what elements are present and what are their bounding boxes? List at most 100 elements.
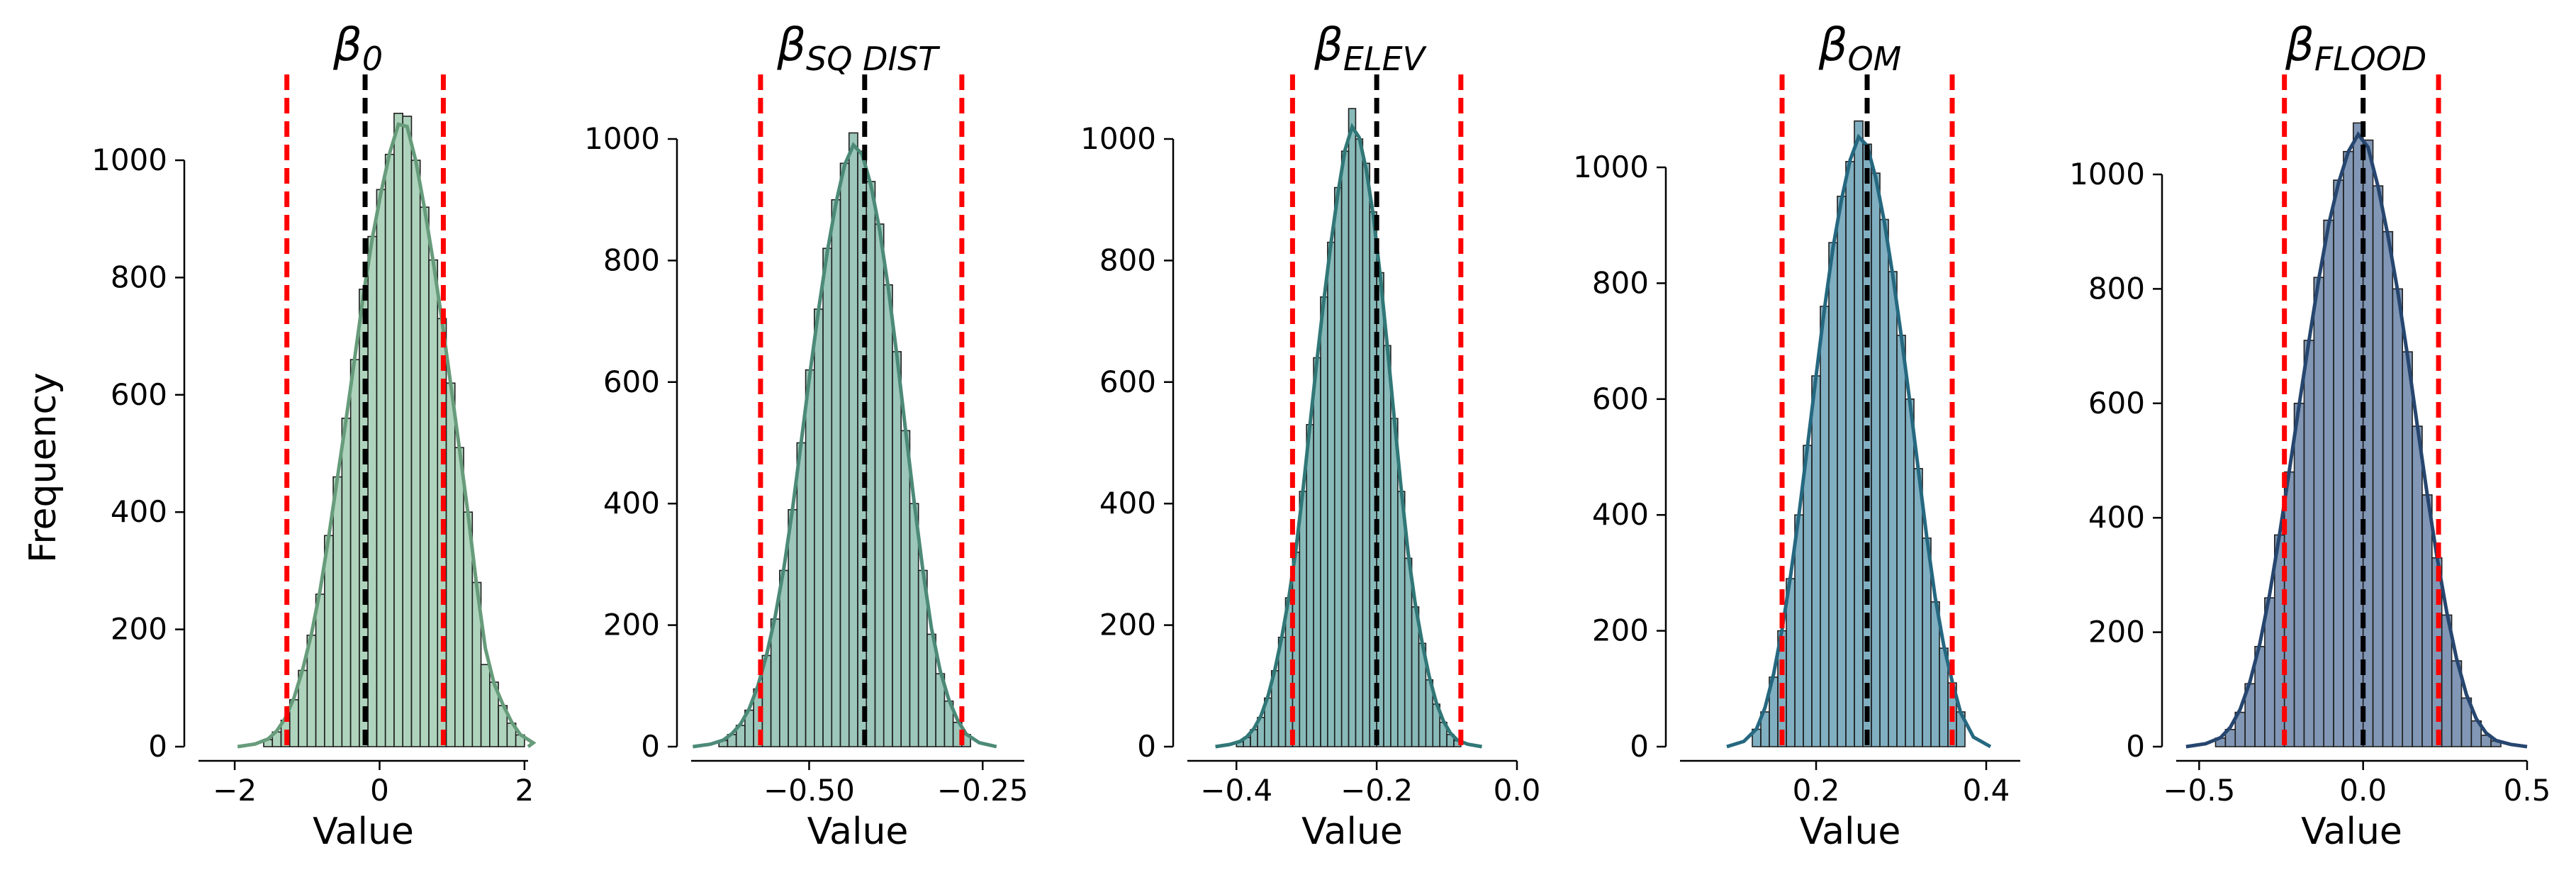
title-subscript: SQ DIST bbox=[806, 40, 941, 78]
histogram-bar bbox=[1299, 491, 1307, 747]
kde-curve bbox=[1726, 133, 1992, 749]
title-symbol: β bbox=[1314, 19, 1343, 72]
y-tick-label: 1000 bbox=[1080, 121, 1156, 156]
x-tick-label: 0.5 bbox=[2504, 773, 2551, 808]
y-tick-label: 0 bbox=[148, 729, 167, 764]
title-subscript: ELEV bbox=[1343, 40, 1428, 78]
chart-title: βOM bbox=[1818, 19, 1902, 78]
y-tick-label: 200 bbox=[603, 608, 660, 642]
kde-curve bbox=[1215, 123, 1482, 749]
y-tick-label: 400 bbox=[2088, 500, 2145, 535]
histogram-bar bbox=[1404, 557, 1413, 747]
histogram-bar bbox=[2372, 185, 2384, 747]
histogram-bar bbox=[2402, 351, 2413, 747]
title-symbol: β bbox=[332, 19, 362, 72]
y-tick-label: 400 bbox=[1592, 497, 1649, 532]
y-tick-label: 0 bbox=[1630, 729, 1649, 764]
histogram-bar bbox=[1871, 172, 1881, 747]
histogram-bar bbox=[1803, 445, 1813, 747]
histogram-bar bbox=[839, 162, 850, 747]
y-axis-label: Frequency bbox=[22, 372, 65, 563]
histogram-bar bbox=[315, 593, 325, 747]
y-tick-label: 0 bbox=[641, 729, 660, 764]
y-tick-label: 800 bbox=[1099, 243, 1156, 277]
y-tick-label: 400 bbox=[1099, 486, 1156, 520]
x-axis-label: Value bbox=[1301, 810, 1403, 853]
histogram-bar bbox=[341, 418, 352, 747]
y-tick-label: 600 bbox=[603, 364, 660, 399]
histogram-bar bbox=[779, 569, 789, 747]
histogram-bar bbox=[788, 508, 798, 747]
histogram-bar bbox=[2313, 277, 2324, 747]
histogram-bar bbox=[445, 382, 456, 747]
histogram-bar bbox=[866, 181, 876, 747]
title-symbol: β bbox=[2285, 19, 2314, 72]
y-tick-label: 800 bbox=[2088, 271, 2145, 306]
histogram-bar bbox=[1896, 335, 1906, 747]
title-symbol: β bbox=[776, 19, 806, 72]
chart-title: βELEV bbox=[1314, 19, 1428, 78]
panel-2: 0 200 400 600 800 1000 −0.50 −0.25 Value βSQ DIST bbox=[584, 19, 1029, 853]
histogram-bar bbox=[814, 308, 824, 747]
histogram-bar bbox=[1905, 398, 1915, 747]
histogram-bar bbox=[454, 447, 464, 747]
histogram-bar bbox=[1397, 491, 1406, 747]
histogram-bar bbox=[1862, 143, 1872, 747]
x-axis-label: Value bbox=[1800, 810, 1901, 853]
histogram-bar bbox=[1811, 375, 1821, 747]
histogram-bar bbox=[1828, 242, 1838, 747]
chart-title: βSQ DIST bbox=[776, 19, 941, 78]
histogram-bar bbox=[1333, 186, 1343, 747]
histogram-bar bbox=[1306, 423, 1314, 747]
histogram-bar bbox=[883, 284, 893, 747]
histogram-bar bbox=[2293, 402, 2305, 747]
histogram-bar bbox=[1794, 514, 1804, 747]
title-subscript: 0 bbox=[362, 40, 383, 78]
histogram-bar bbox=[349, 359, 360, 747]
histogram-bar bbox=[874, 223, 885, 747]
histogram-bar bbox=[1888, 271, 1898, 747]
histogram-bar bbox=[367, 235, 378, 747]
histogram-bar bbox=[822, 247, 833, 747]
x-tick-label: 2 bbox=[515, 773, 534, 808]
y-tick-label: 600 bbox=[111, 377, 167, 412]
y-tick-label: 200 bbox=[111, 612, 167, 647]
histogram-bar bbox=[831, 199, 841, 747]
y-tick-label: 400 bbox=[111, 494, 167, 529]
histogram-bar bbox=[402, 116, 413, 747]
kde-curve bbox=[693, 142, 997, 749]
histogram-bar bbox=[1340, 150, 1350, 747]
x-tick-label: −2 bbox=[213, 773, 257, 808]
y-tick-label: 600 bbox=[2088, 386, 2145, 420]
panel-5: 0 200 400 600 800 1000 −0.5 0.0 0.5 Value βFLOOD bbox=[2069, 19, 2550, 853]
histogram-bar bbox=[2392, 288, 2404, 747]
x-axis-label: Value bbox=[2301, 810, 2402, 853]
histogram-bar bbox=[770, 618, 780, 747]
panel-3: 0 200 400 600 800 1000 −0.4 −0.2 0.0 Value βELEV bbox=[1080, 19, 1540, 853]
x-tick-label: −0.50 bbox=[763, 773, 855, 808]
histogram-bar bbox=[892, 351, 902, 747]
histogram-bar bbox=[393, 113, 403, 747]
x-axis-label: Value bbox=[313, 810, 414, 853]
histogram-bar bbox=[848, 132, 858, 747]
x-tick-label: −0.5 bbox=[2163, 773, 2235, 808]
histogram-bar bbox=[1348, 108, 1357, 747]
histogram-bar bbox=[1845, 161, 1855, 747]
histogram-bar bbox=[332, 476, 343, 747]
histogram-bar bbox=[1837, 196, 1847, 747]
y-tick-label: 1000 bbox=[584, 121, 660, 156]
histogram-bar bbox=[1320, 296, 1328, 747]
histogram-bar bbox=[410, 160, 421, 747]
histogram-bar bbox=[1854, 120, 1864, 747]
kde-curve bbox=[2185, 130, 2528, 749]
histogram-bar bbox=[2362, 139, 2374, 747]
histogram-bar bbox=[805, 369, 815, 747]
title-symbol: β bbox=[1818, 19, 1848, 72]
y-tick-label: 800 bbox=[111, 260, 167, 294]
histogram-bar bbox=[2323, 219, 2334, 747]
y-tick-label: 200 bbox=[1099, 608, 1156, 642]
histogram-bar bbox=[1879, 218, 1889, 747]
histogram-bar bbox=[384, 153, 395, 747]
kde-curve bbox=[237, 122, 537, 749]
